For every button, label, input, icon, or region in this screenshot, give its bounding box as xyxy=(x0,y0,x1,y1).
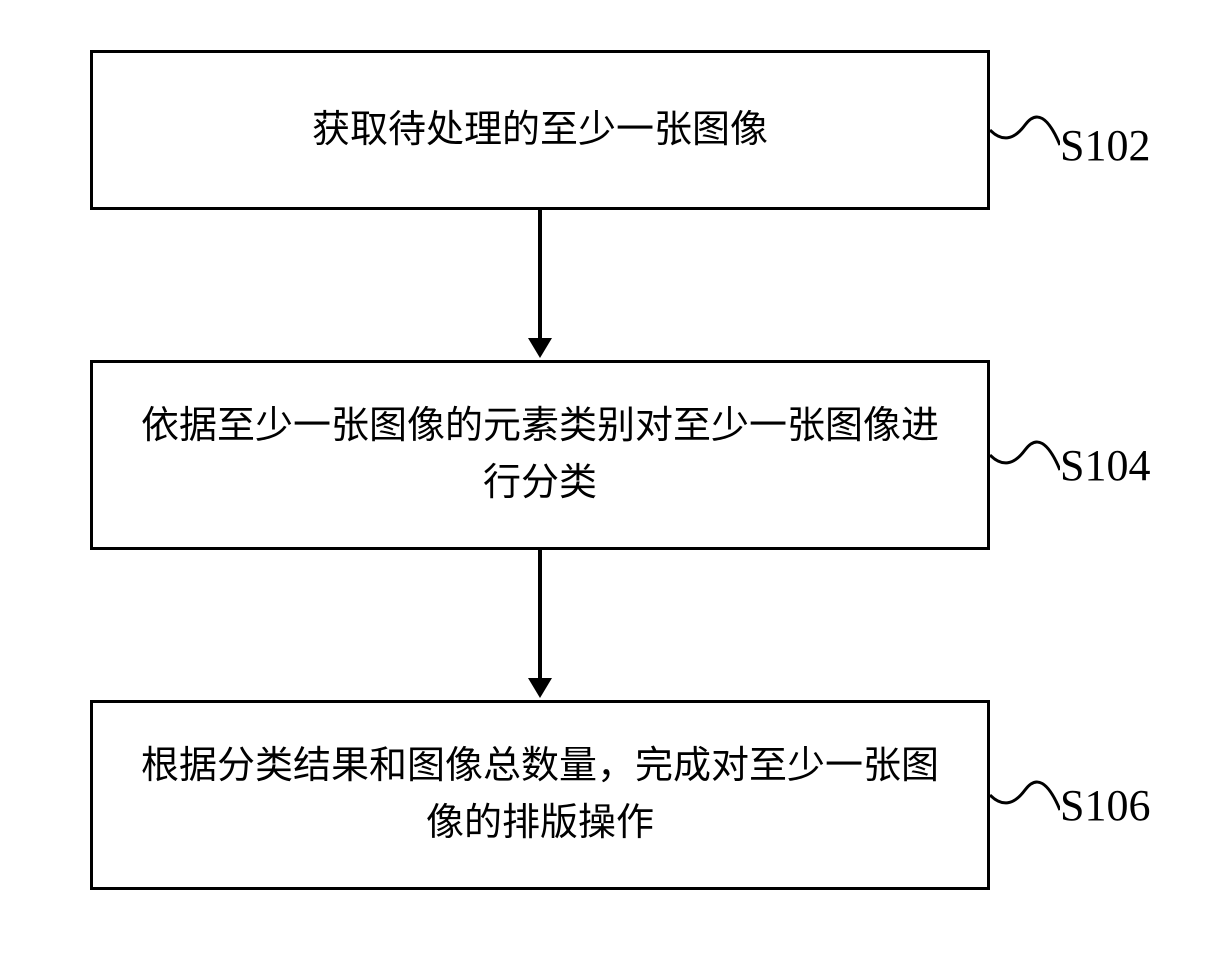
connector-curve-1 xyxy=(990,100,1060,160)
connector-curve-3 xyxy=(990,765,1060,825)
flowchart-step-2: 依据至少一张图像的元素类别对至少一张图像进行分类 xyxy=(90,360,990,550)
arrow-1-head xyxy=(528,338,552,358)
step-1-label: S102 xyxy=(1060,120,1150,171)
step-2-text: 依据至少一张图像的元素类别对至少一张图像进行分类 xyxy=(123,398,957,512)
step-3-label: S106 xyxy=(1060,780,1150,831)
flowchart-step-3: 根据分类结果和图像总数量，完成对至少一张图像的排版操作 xyxy=(90,700,990,890)
arrow-2-line xyxy=(538,550,542,680)
arrow-2-head xyxy=(528,678,552,698)
connector-curve-2 xyxy=(990,425,1060,485)
step-2-label: S104 xyxy=(1060,440,1150,491)
flowchart-step-1: 获取待处理的至少一张图像 xyxy=(90,50,990,210)
arrow-1-line xyxy=(538,210,542,340)
step-3-text: 根据分类结果和图像总数量，完成对至少一张图像的排版操作 xyxy=(123,738,957,852)
step-1-text: 获取待处理的至少一张图像 xyxy=(312,102,768,159)
